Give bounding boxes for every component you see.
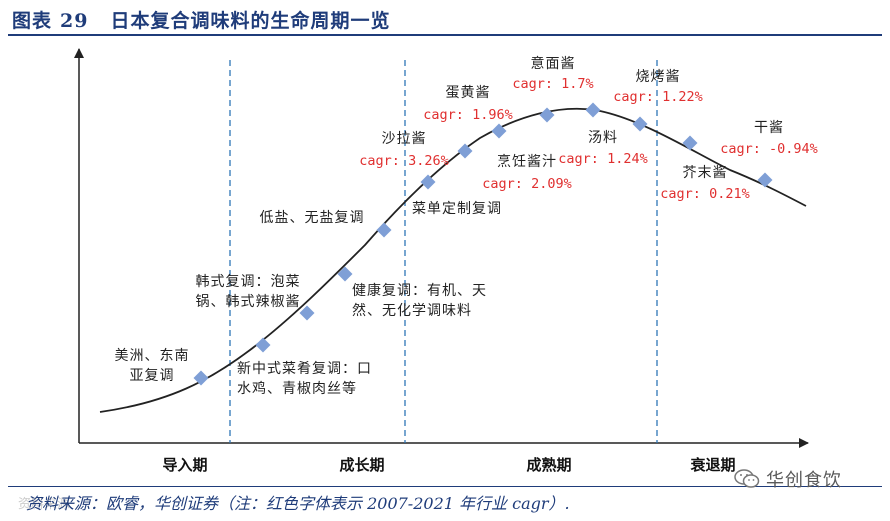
figure-header: 图表 29 日本复合调味料的生命周期一览 [8, 4, 882, 36]
source-bar: 资料来源 资料来源：欧睿，华创证券（注：红色字体表示 2007-2021 年行业… [8, 486, 882, 517]
figure-label: 图表 [12, 10, 53, 32]
markers [193, 102, 773, 386]
node-label-n9-line-1: 蛋黄酱 [446, 84, 491, 101]
curve-marker-6 [420, 174, 436, 190]
figure-title: 图表 29 日本复合调味料的生命周期一览 [12, 6, 390, 33]
node-label-n10-line-1: 意面酱 [531, 55, 576, 72]
wechat-account-name: 华创食饮 [766, 470, 842, 491]
wechat-watermark: 华创食饮 [734, 466, 842, 492]
axes [74, 48, 809, 448]
node-label-n2-line-1: 新中式菜肴复调：口 [237, 360, 372, 377]
node-label-n6-line-1: 菜单定制复调 [412, 200, 502, 217]
curve-marker-12 [682, 135, 698, 151]
node-label-n4-line-1: 健康复调：有机、天 [352, 282, 487, 299]
node-cagr-n10: cagr: 1.7% [512, 76, 593, 92]
node-label-n2-line-2: 水鸡、青椒肉丝等 [237, 380, 357, 397]
curve-marker-2 [255, 337, 271, 353]
stage-label-3: 成熟期 [526, 456, 571, 474]
node-cagr-n11: cagr: 1.24% [558, 151, 647, 167]
curve-marker-8 [491, 123, 507, 139]
curve-marker-1 [193, 370, 209, 386]
stage-label-1: 导入期 [162, 456, 207, 474]
curve-marker-10 [585, 102, 601, 118]
wechat-icon [734, 469, 760, 488]
curve-marker-5 [376, 222, 392, 238]
curve-marker-13 [757, 172, 773, 188]
curve-marker-11 [632, 116, 648, 132]
node-cagr-n13: cagr: 0.21% [660, 186, 749, 202]
node-cagr-n14: cagr: -0.94% [720, 141, 818, 157]
node-label-n7-line-1: 沙拉酱 [382, 131, 427, 147]
stage-label-4: 衰退期 [689, 456, 735, 474]
node-cagr-n12: cagr: 1.22% [613, 89, 702, 105]
curve-marker-4 [337, 266, 353, 282]
curve-marker-3 [299, 305, 315, 321]
node-label-n1-line-2: 亚复调 [130, 367, 175, 384]
curve-marker-9 [539, 107, 555, 123]
node-label-n4-line-2: 然、无化学调味料 [352, 302, 472, 319]
node-cagr-n7: cagr: 3.26% [359, 153, 448, 169]
node-label-n14-line-1: 干酱 [754, 120, 784, 136]
figure-title-text: 日本复合调味料的生命周期一览 [110, 10, 391, 32]
node-cagr-n8: cagr: 2.09% [482, 176, 571, 192]
node-label-n1-line-1: 美洲、东南 [115, 348, 190, 364]
stage-labels: 导入期 成长期 成熟期 衰退期 [162, 456, 735, 474]
node-label-n8-line-1: 烹饪酱汁 [497, 153, 557, 170]
node-label-n3-line-2: 锅、韩式辣椒酱 [196, 294, 301, 310]
node-label-n5-line-1: 低盐、无盐复调 [260, 209, 365, 226]
lifecycle-curve [99, 107, 807, 413]
stage-dividers [229, 60, 658, 443]
source-note: 资料来源：欧睿，华创证券（注：红色字体表示 2007-2021 年行业 cagr… [26, 494, 570, 513]
watermark-text: 资料来源 [18, 497, 71, 512]
node-label-n3-line-1: 韩式复调：泡菜 [196, 273, 301, 290]
curve-marker-7 [457, 143, 473, 159]
stage-label-2: 成长期 [339, 456, 384, 474]
node-cagr-n9: cagr: 1.96% [423, 107, 512, 123]
node-label-n13-line-1: 芥末酱 [683, 165, 728, 181]
node-label-n11-line-1: 汤料 [588, 130, 618, 146]
node-label-n12-line-1: 烧烤酱 [636, 69, 681, 85]
figure-number: 29 [60, 10, 89, 32]
